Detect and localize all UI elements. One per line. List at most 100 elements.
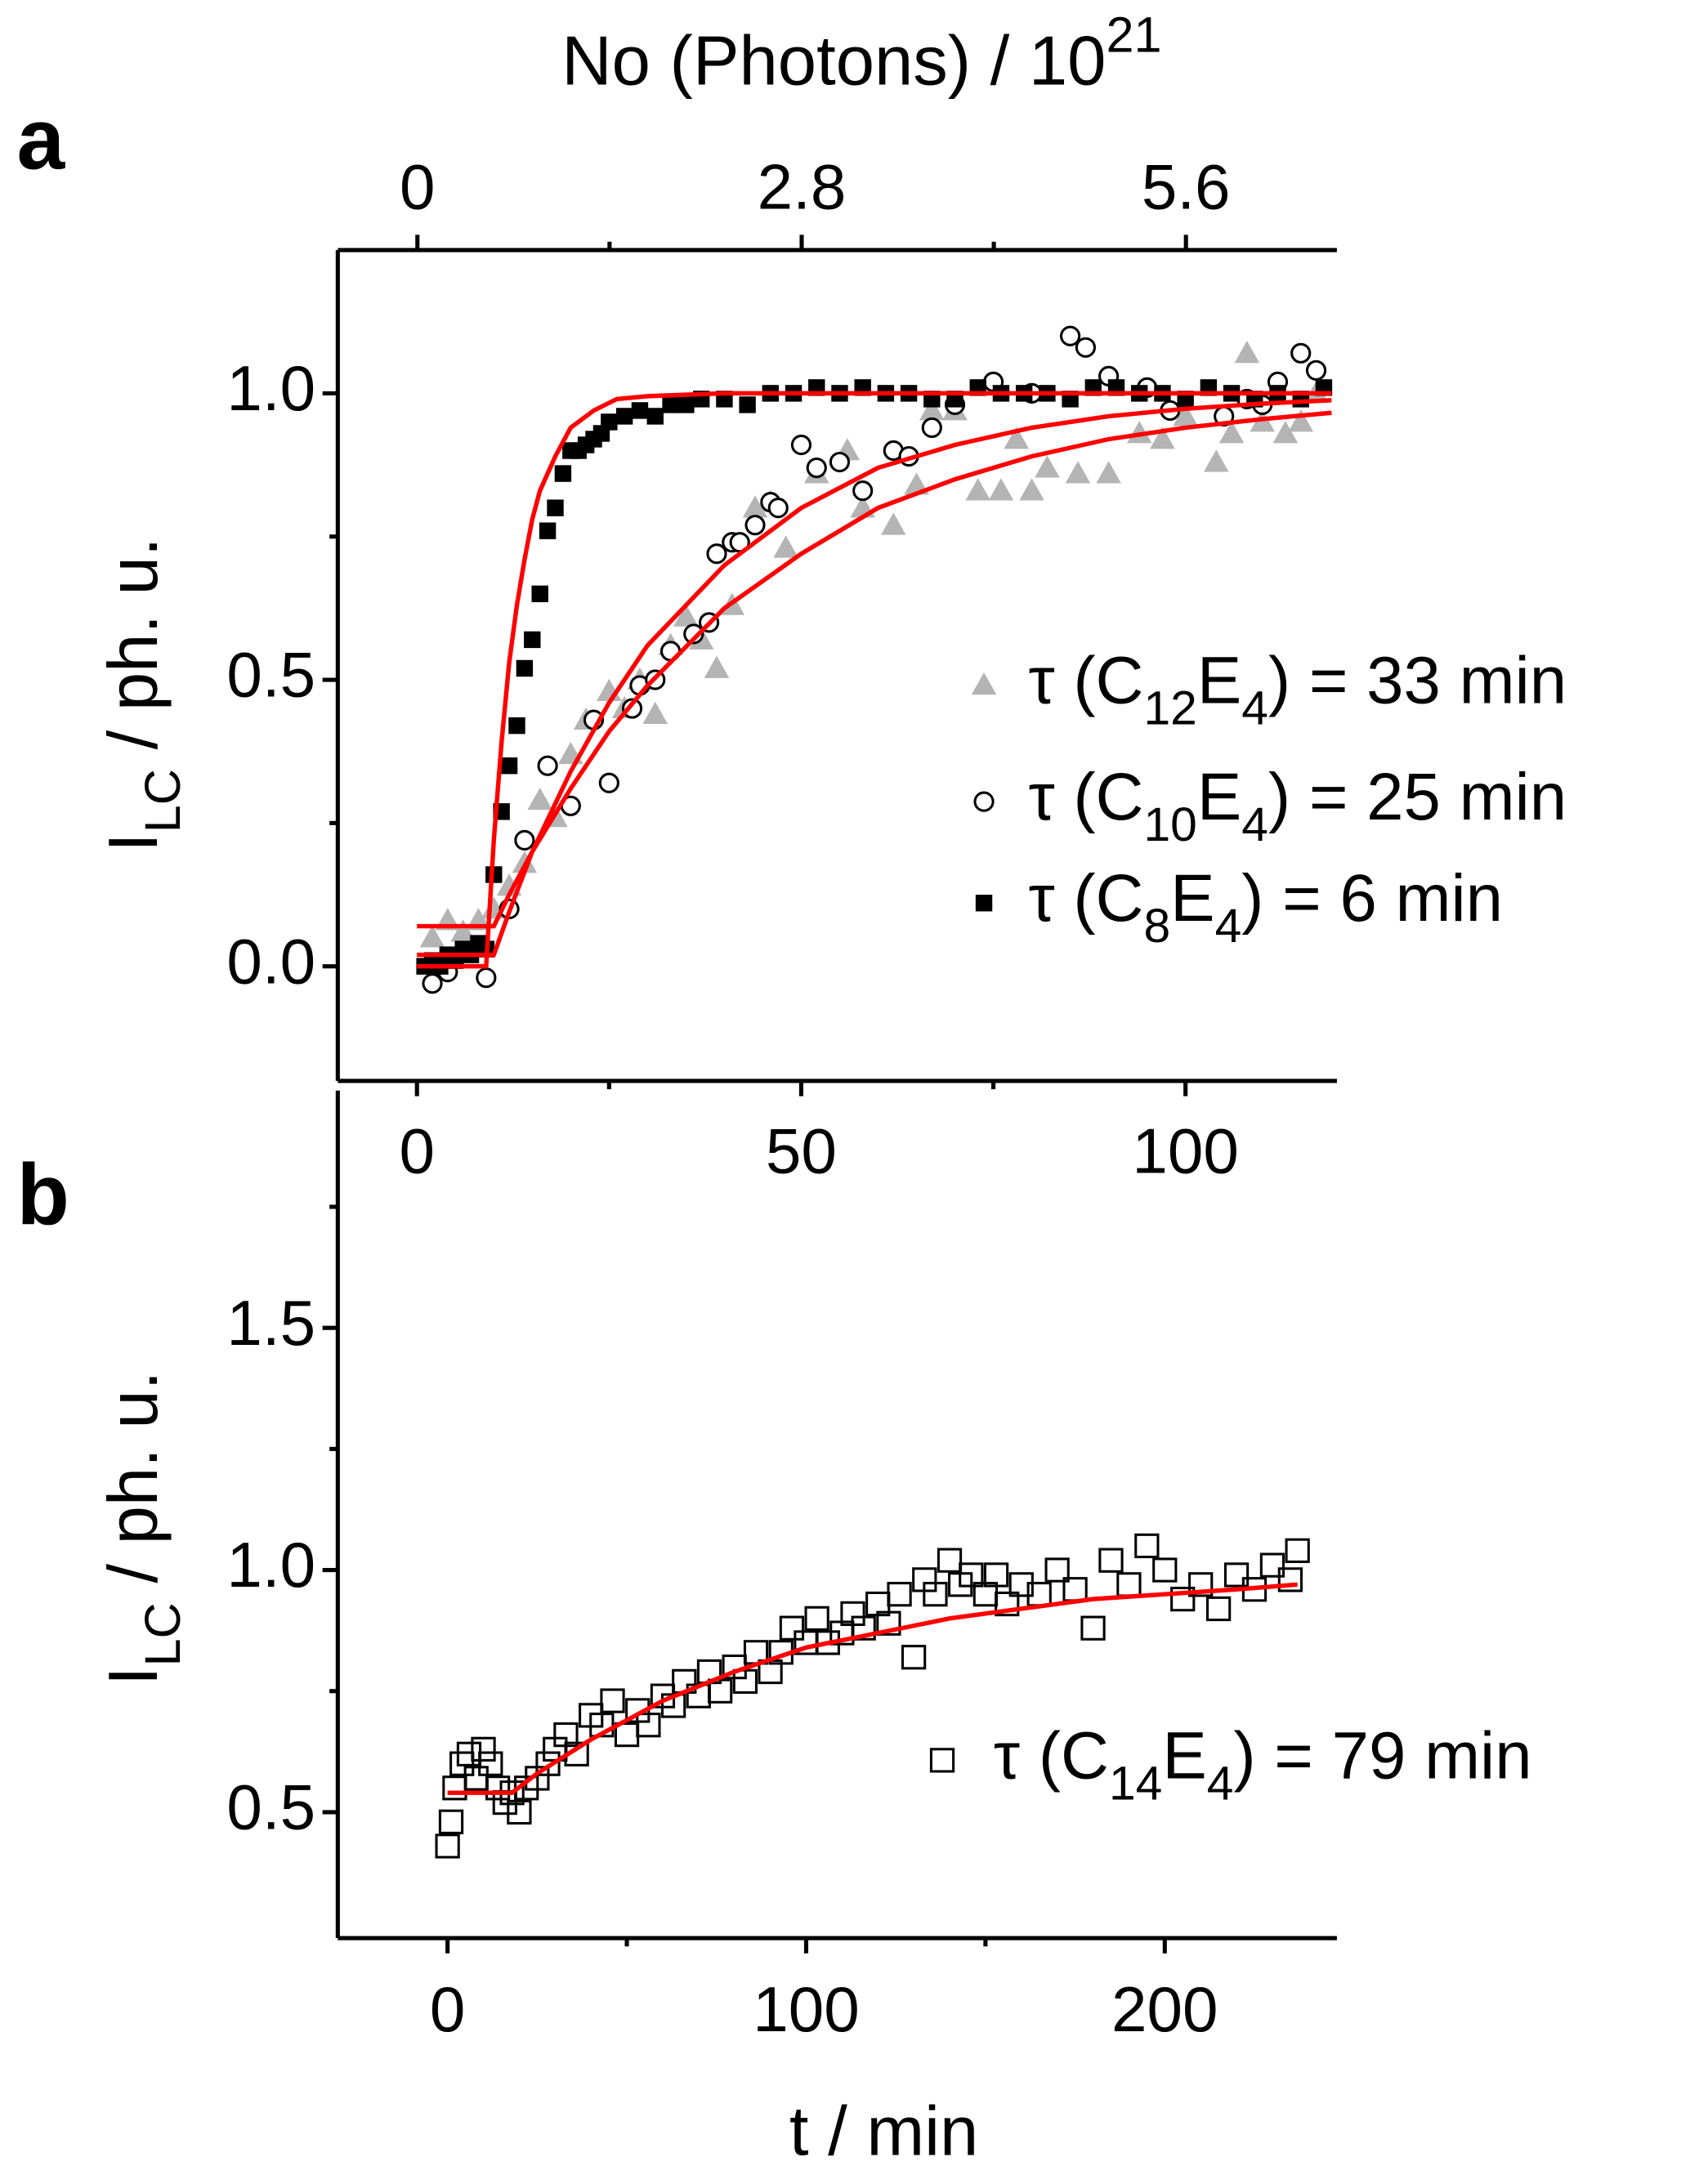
data-point: [880, 512, 906, 535]
data-point: [1290, 342, 1312, 364]
data-point: [537, 755, 558, 776]
data-point: [615, 408, 633, 425]
data-point: [554, 465, 572, 482]
x-tick-label: 100: [1132, 1114, 1238, 1186]
data-point: [422, 973, 443, 994]
data-point: [1288, 409, 1314, 432]
legend-label: τ (C12E4) = 33 min: [1028, 643, 1567, 735]
x-axis-label: t / min: [789, 2093, 978, 2171]
data-point: [1205, 1596, 1232, 1622]
x-tick-label: 100: [753, 1973, 859, 2045]
data-point: [706, 543, 727, 565]
x-tick-label: 0: [430, 1973, 466, 2045]
data-point: [500, 757, 518, 775]
data-point: [995, 1591, 1020, 1617]
data-point: [1188, 1572, 1214, 1597]
legend-marker: [929, 1748, 955, 1773]
data-point: [1223, 1562, 1250, 1588]
data-point: [923, 1582, 948, 1607]
data-point: [806, 457, 827, 479]
data-point: [901, 1645, 927, 1670]
x2-tick-label: 0: [400, 150, 436, 222]
data-point: [646, 408, 664, 425]
data-point: [1150, 427, 1175, 449]
data-point: [804, 1606, 829, 1631]
data-point: [779, 1615, 805, 1641]
data-point: [965, 478, 991, 501]
data-point: [449, 1751, 475, 1776]
data-point: [851, 1615, 876, 1641]
data-point: [438, 1809, 464, 1834]
data-point: [852, 480, 874, 502]
data-point: [959, 1562, 984, 1588]
panel-label: b: [17, 1148, 69, 1244]
data-point: [983, 1562, 1009, 1588]
data-point: [476, 967, 497, 989]
data-point: [547, 499, 564, 516]
data-point: [662, 396, 679, 413]
data-point: [1234, 340, 1260, 364]
data-point: [921, 417, 942, 439]
data-point: [1277, 1567, 1303, 1592]
fit-line: [447, 1582, 1298, 1795]
data-point: [535, 1751, 561, 1776]
legend-marker: [975, 895, 993, 912]
data-point: [471, 1736, 496, 1762]
legend-label: τ (C8E4) = 6 min: [1028, 861, 1503, 953]
data-point: [829, 451, 851, 473]
y-axis-label: ILC / ph. u.: [96, 1371, 191, 1686]
data-point: [790, 434, 812, 456]
data-point: [419, 925, 445, 948]
data-point: [1272, 421, 1299, 444]
data-point: [739, 396, 756, 413]
legend-label: τ (C14E4) = 79 min: [994, 1718, 1532, 1810]
data-point: [600, 1688, 625, 1713]
data-point: [767, 498, 789, 519]
legend-label: τ (C10E4) = 25 min: [1028, 760, 1567, 851]
data-point: [514, 829, 535, 851]
data-point: [1035, 455, 1060, 478]
data-point: [621, 698, 643, 719]
data-point: [708, 1678, 733, 1704]
x2-axis-label: No (Photons) / 1021: [561, 7, 1161, 100]
data-point: [988, 478, 1014, 501]
legend-marker: [973, 791, 995, 812]
y-tick-label: 0.5: [226, 1771, 315, 1843]
x-tick-label: 0: [399, 1114, 434, 1186]
fit-line: [417, 410, 1332, 929]
data-point: [773, 535, 798, 558]
data-point: [485, 1775, 511, 1801]
data-point: [1152, 1557, 1178, 1583]
data-point: [1075, 337, 1096, 358]
data-point: [919, 398, 945, 421]
data-point: [642, 701, 668, 724]
data-point: [450, 919, 476, 942]
data-point: [527, 787, 553, 811]
data-point: [937, 1548, 963, 1573]
data-point: [876, 1610, 901, 1636]
data-point: [516, 659, 534, 677]
data-point: [1170, 1586, 1196, 1612]
data-point: [1065, 461, 1091, 484]
data-point: [442, 1775, 467, 1801]
data-point: [677, 396, 695, 413]
x-tick-label: 200: [1111, 1973, 1218, 2045]
data-point: [1203, 449, 1229, 472]
data-point: [744, 515, 766, 536]
x2-tick-label: 5.6: [1142, 150, 1231, 222]
data-point: [1173, 404, 1198, 427]
panel-label: a: [17, 92, 66, 187]
data-point: [1305, 360, 1327, 381]
x2-tick-label: 2.8: [758, 150, 847, 222]
data-point: [601, 413, 618, 431]
y-tick-label: 1.5: [226, 1287, 315, 1359]
data-point: [1004, 427, 1030, 449]
data-point: [636, 1713, 661, 1738]
data-point: [539, 522, 557, 539]
data-point: [631, 402, 649, 419]
fit-line: [417, 391, 1332, 969]
y-tick-label: 1.0: [226, 1529, 315, 1601]
y-axis-label: ILC / ph. u.: [96, 537, 191, 851]
